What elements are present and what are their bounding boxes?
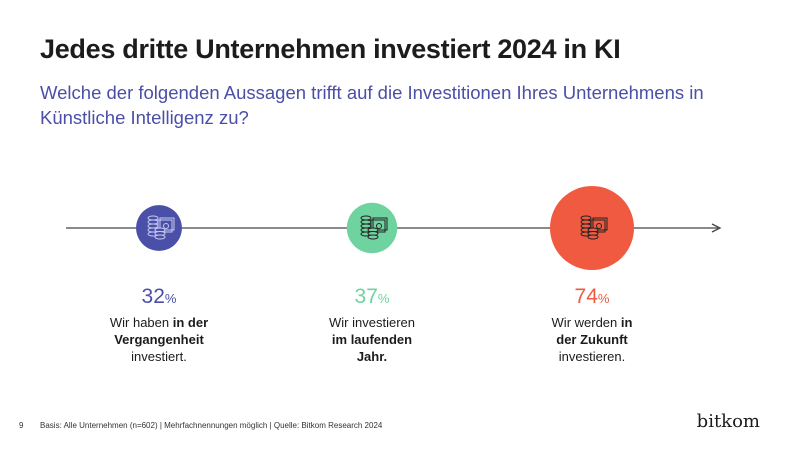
source-note: Basis: Alle Unternehmen (n=602) | Mehrfa…: [40, 421, 383, 430]
coins-money-icon: [147, 215, 175, 240]
percentage-value: 37%: [354, 285, 390, 308]
percentage-value: 74%: [574, 285, 610, 308]
question-subtitle: Welche der folgenden Aussagen trifft auf…: [40, 82, 704, 128]
stat-item: 37% Wir investieren im laufenden Jahr.: [282, 284, 462, 365]
arrow-head-icon: [711, 223, 722, 233]
coins-money-icon: [580, 215, 608, 240]
page-title: Jedes dritte Unternehmen investiert 2024…: [40, 34, 621, 64]
coins-money-icon: [360, 215, 388, 240]
stat-item: 32% Wir haben in der Vergangenheit inves…: [69, 284, 249, 365]
footer: 9 Basis: Alle Unternehmen (n=602) | Mehrf…: [19, 421, 382, 430]
stat-item: 74% Wir werden in der Zukunft investiere…: [502, 284, 682, 365]
page-number: 9: [19, 421, 24, 430]
statement-text: Wir werden in der Zukunft investieren.: [551, 315, 633, 364]
statement-text: Wir haben in der Vergangenheit investier…: [109, 315, 209, 364]
statement-text: Wir investieren im laufenden Jahr.: [329, 315, 415, 364]
percentage-value: 32%: [141, 285, 177, 308]
bitkom-logo: bitkom: [696, 411, 760, 432]
